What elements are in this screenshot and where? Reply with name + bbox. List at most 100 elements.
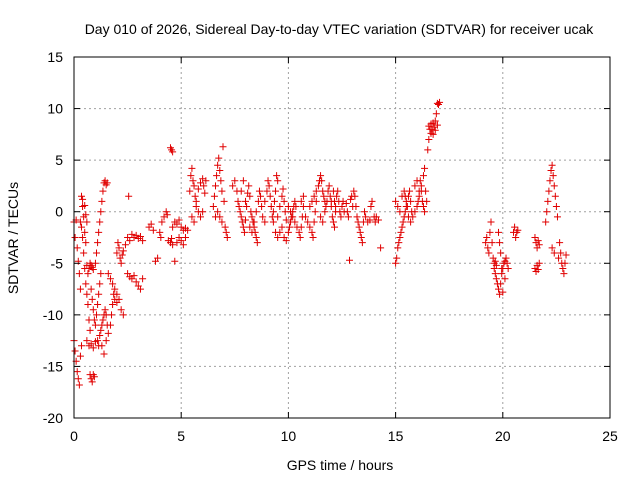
data-point (394, 244, 402, 252)
data-point (326, 192, 334, 200)
data-point (334, 187, 342, 195)
y-tick-label: 0 (55, 204, 63, 220)
data-point (358, 239, 366, 247)
data-point (308, 228, 316, 236)
y-tick-label: -20 (43, 410, 63, 426)
data-point (415, 192, 423, 200)
data-point (421, 164, 429, 172)
data-point (546, 177, 554, 185)
data-point (357, 234, 365, 241)
x-tick-label: 5 (177, 428, 185, 444)
data-point (91, 259, 99, 267)
data-point (403, 203, 411, 211)
data-point (199, 208, 207, 216)
data-point (429, 119, 437, 127)
data-point (425, 136, 433, 144)
data-point (289, 213, 297, 221)
data-point (278, 223, 286, 231)
data-point (217, 177, 225, 185)
data-point (111, 285, 119, 293)
y-axis-title: SDTVAR / TECUs (5, 182, 21, 294)
data-point (97, 208, 105, 216)
data-point (534, 237, 542, 245)
data-point (202, 177, 210, 185)
data-point (511, 223, 519, 231)
data-point (355, 223, 363, 231)
data-point (274, 213, 282, 221)
data-point (89, 344, 97, 352)
data-point (78, 342, 86, 350)
axis-ticks (73, 56, 611, 419)
data-point (555, 254, 563, 262)
data-point (181, 224, 189, 232)
data-point (115, 244, 123, 252)
data-point (550, 249, 558, 257)
data-point (99, 187, 107, 195)
data-point (87, 340, 95, 348)
data-point (94, 301, 102, 309)
data-point (495, 228, 503, 236)
data-point (263, 187, 271, 195)
data-point (436, 98, 444, 106)
data-point (88, 378, 96, 386)
data-point (356, 228, 364, 236)
data-point (291, 197, 299, 205)
data-point (535, 259, 543, 267)
data-point (88, 295, 96, 303)
data-point (98, 342, 106, 350)
data-point (108, 311, 116, 319)
data-point (242, 216, 250, 224)
data-point (310, 192, 318, 200)
data-point (304, 218, 312, 226)
data-point (76, 218, 84, 226)
data-point (261, 197, 269, 205)
data-point (119, 311, 127, 319)
data-point (561, 259, 569, 267)
data-point (350, 187, 358, 195)
data-point (106, 321, 114, 329)
data-point (265, 182, 273, 190)
data-point (223, 234, 231, 241)
data-point (252, 208, 260, 216)
data-point (285, 223, 293, 231)
data-point (413, 177, 421, 185)
data-point (106, 275, 114, 283)
data-point (163, 211, 171, 219)
data-point (71, 234, 79, 241)
data-point (257, 192, 265, 200)
data-point (310, 218, 318, 226)
data-point (84, 270, 92, 278)
data-point (296, 234, 304, 241)
data-point (100, 350, 108, 358)
data-point (272, 187, 280, 195)
data-point (220, 197, 228, 205)
data-point (91, 321, 99, 329)
data-point (188, 164, 196, 172)
data-point (136, 285, 144, 293)
data-point (86, 326, 94, 334)
data-point (237, 213, 245, 221)
data-point (346, 256, 354, 264)
data-point (417, 182, 425, 190)
data-point (97, 270, 105, 278)
data-point (250, 218, 258, 226)
data-point (169, 223, 177, 231)
data-point (406, 187, 414, 195)
data-point (492, 275, 500, 283)
data-point (94, 239, 102, 247)
data-point (253, 239, 261, 247)
data-point (189, 177, 197, 185)
data-point (423, 197, 431, 205)
data-point (314, 182, 322, 190)
data-point (483, 234, 491, 241)
data-point (157, 234, 165, 241)
data-point (531, 234, 539, 241)
data-point (329, 218, 337, 226)
data-point (119, 247, 127, 255)
data-point (261, 218, 269, 226)
data-point (82, 211, 90, 219)
data-point (535, 241, 543, 249)
data-point (320, 192, 328, 200)
data-point (169, 241, 177, 249)
data-point (130, 272, 138, 280)
